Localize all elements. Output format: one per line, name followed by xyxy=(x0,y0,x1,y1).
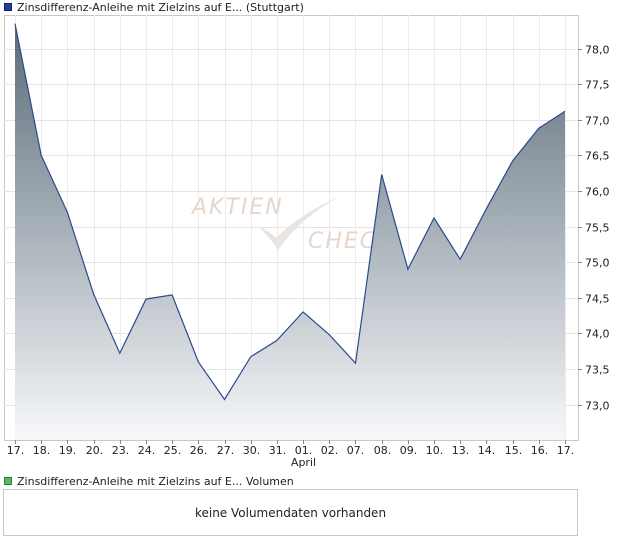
x-tick-label: 18. xyxy=(33,444,51,457)
x-tick-label: 09. xyxy=(400,444,418,457)
x-tick-label: 17. xyxy=(7,444,25,457)
data-point xyxy=(197,360,200,363)
x-tick-label: 24. xyxy=(138,444,156,457)
data-point xyxy=(354,362,357,365)
x-tick-label: 31. xyxy=(269,444,287,457)
x-tick-label: 10. xyxy=(426,444,444,457)
x-month-label: April xyxy=(291,456,316,469)
data-point xyxy=(485,207,488,210)
y-tick-label: 73,0 xyxy=(585,400,610,413)
data-point xyxy=(14,22,17,25)
price-legend-swatch xyxy=(4,3,12,11)
y-tick-label: 75,5 xyxy=(585,222,610,235)
data-point xyxy=(249,355,252,358)
y-tick-label: 77,5 xyxy=(585,79,610,92)
volume-legend: Zinsdifferenz-Anleihe mit Zielzins auf E… xyxy=(4,474,294,488)
data-point xyxy=(328,333,331,336)
data-point xyxy=(118,352,121,355)
price-chart: 73,0 73,5 74,0 74,5 75,0 75,5 76,0 76,5 77,0 77,5… xyxy=(4,15,610,469)
data-point xyxy=(380,173,383,176)
x-tick-label: 23. xyxy=(112,444,130,457)
volume-message: keine Volumendaten vorhanden xyxy=(194,505,387,520)
data-point xyxy=(40,154,43,157)
x-tick-label: 19. xyxy=(59,444,77,457)
data-point xyxy=(275,339,278,342)
x-tick-label: 27. xyxy=(217,444,235,457)
price-area xyxy=(15,23,565,440)
data-point xyxy=(223,398,226,401)
price-legend: Zinsdifferenz-Anleihe mit Zielzins auf E… xyxy=(4,0,304,14)
y-tick-label: 74,5 xyxy=(585,293,610,306)
volume-panel: keine Volumendaten vorhanden xyxy=(3,489,578,536)
data-point xyxy=(66,211,69,214)
data-point xyxy=(433,217,436,220)
volume-legend-swatch xyxy=(4,477,12,485)
y-tick-label: 76,5 xyxy=(585,150,610,163)
watermark-check-icon xyxy=(258,196,340,250)
data-point xyxy=(537,127,540,130)
watermark-text-aktien: AKTIEN xyxy=(190,195,284,220)
y-tick-label: 75,0 xyxy=(585,257,610,270)
x-tick-label: 25. xyxy=(164,444,182,457)
x-tick-label: 20. xyxy=(86,444,104,457)
y-tick-label: 77,0 xyxy=(585,115,610,128)
volume-legend-label: Zinsdifferenz-Anleihe mit Zielzins auf E… xyxy=(17,474,294,488)
y-tick-label: 76,0 xyxy=(585,186,610,199)
data-point xyxy=(564,110,567,113)
y-tick-label: 73,5 xyxy=(585,364,610,377)
data-point xyxy=(171,293,174,296)
x-tick-label: 07. xyxy=(347,444,365,457)
price-legend-label: Zinsdifferenz-Anleihe mit Zielzins auf E… xyxy=(17,0,304,14)
data-point xyxy=(145,298,148,301)
x-tick-label: 26. xyxy=(190,444,208,457)
x-tick-label: 08. xyxy=(374,444,392,457)
y-tick-label: 74,0 xyxy=(585,328,610,341)
y-tick-label: 78,0 xyxy=(585,44,610,57)
x-tick-label: 16. xyxy=(531,444,549,457)
x-tick-label: 17. xyxy=(557,444,575,457)
data-point xyxy=(511,160,514,163)
x-tick-label: 01. xyxy=(295,444,313,457)
x-tick-label: 02. xyxy=(321,444,339,457)
x-tick-label: 15. xyxy=(505,444,523,457)
x-tick-label: 30. xyxy=(243,444,261,457)
data-point xyxy=(406,268,409,271)
x-tick-label: 13. xyxy=(452,444,470,457)
data-point xyxy=(302,310,305,313)
data-point xyxy=(92,293,95,296)
data-point xyxy=(459,258,462,261)
x-tick-label: 14. xyxy=(478,444,496,457)
price-line xyxy=(14,23,566,401)
